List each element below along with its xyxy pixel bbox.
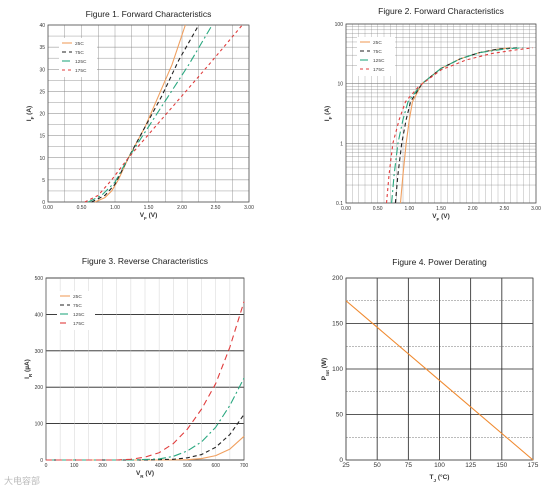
legend-label: 25C (73, 294, 82, 300)
x-tick-label: 600 (212, 463, 221, 469)
fig1-ylabel: IF (A) (26, 106, 35, 121)
x-tick-label: 0.00 (341, 206, 351, 212)
fig2-ylabel: IF (A) (324, 106, 333, 121)
y-tick-label: 0 (339, 457, 343, 464)
x-tick-label: 3.00 (531, 206, 541, 212)
legend-label: 175C (373, 67, 385, 73)
series-line-175C (46, 301, 245, 461)
series-line-125C (46, 377, 245, 461)
y-tick-label: 500 (35, 276, 44, 282)
y-tick-label: 0 (42, 200, 45, 206)
fig2-frame (345, 23, 537, 204)
legend-label: 25C (373, 40, 382, 46)
x-tick-label: 1.50 (436, 206, 446, 212)
series-line-175C (385, 47, 533, 204)
x-tick-label: 2.50 (211, 205, 221, 211)
x-tick-label: 400 (155, 463, 164, 469)
legend-label: 75C (75, 50, 84, 56)
fig3-title: Figure 3. Reverse Characteristics (82, 256, 208, 266)
y-tick-label: 15 (39, 134, 45, 140)
y-tick-label: 100 (35, 422, 44, 428)
fig2-title: Figure 2. Forward Characteristics (378, 6, 504, 16)
y-tick-label: 100 (335, 22, 344, 28)
legend-label: 125C (75, 59, 87, 65)
fig2-xlabel: VF (V) (432, 213, 450, 222)
y-tick-label: 35 (39, 45, 45, 51)
x-tick-label: 125 (465, 462, 476, 469)
fig1-xlabel: VF (V) (140, 212, 158, 221)
y-tick-label: 1 (340, 141, 343, 147)
x-tick-label: 1.00 (404, 206, 414, 212)
x-tick-label: 100 (434, 462, 445, 469)
fig4-frame (345, 277, 534, 461)
series-line-125C (391, 47, 524, 204)
x-tick-label: 2.00 (468, 206, 478, 212)
x-tick-label: 50 (374, 462, 382, 469)
legend-label: 75C (373, 49, 382, 55)
y-tick-label: 400 (35, 312, 44, 318)
y-tick-label: 30 (39, 67, 45, 73)
fig4-xlabel: TJ (°C) (430, 473, 450, 483)
y-tick-label: 200 (332, 275, 343, 282)
series-line-75C (46, 414, 245, 461)
y-tick-label: 300 (35, 349, 44, 355)
x-tick-label: 0.50 (373, 206, 383, 212)
legend-label: 75C (73, 303, 82, 309)
y-tick-label: 20 (39, 112, 45, 118)
y-tick-label: 0 (40, 458, 43, 464)
legend-label: 175C (73, 321, 85, 327)
x-tick-label: 0.00 (43, 205, 53, 211)
y-tick-label: 10 (39, 156, 45, 162)
x-tick-label: 2.00 (177, 205, 187, 211)
y-tick-label: 50 (336, 412, 344, 419)
y-tick-label: 5 (42, 178, 45, 184)
x-tick-label: 2.50 (499, 206, 509, 212)
fig3-xlabel: VR (V) (136, 470, 154, 479)
series-line-75C (394, 47, 518, 204)
legend-box (357, 37, 395, 76)
y-tick-label: 0.1 (336, 201, 343, 207)
x-tick-label: 200 (98, 463, 107, 469)
series-line-derating (345, 300, 534, 461)
legend-label: 125C (73, 312, 85, 318)
x-tick-label: 150 (496, 462, 507, 469)
x-tick-label: 1.00 (110, 205, 120, 211)
legend-label: 175C (75, 68, 87, 74)
watermark: 大电容部 (4, 477, 41, 487)
x-tick-label: 3.00 (244, 205, 254, 211)
legend-label: 25C (75, 41, 84, 47)
x-tick-label: 500 (183, 463, 192, 469)
x-tick-label: 300 (127, 463, 136, 469)
x-tick-label: 0.50 (77, 205, 87, 211)
x-tick-label: 100 (70, 463, 79, 469)
x-tick-label: 75 (405, 462, 413, 469)
series-line-125C (87, 24, 213, 203)
fig1-frame (47, 24, 250, 203)
legend-label: 125C (373, 58, 385, 64)
y-tick-label: 10 (337, 82, 343, 88)
x-tick-label: 1.50 (144, 205, 154, 211)
y-tick-label: 150 (332, 321, 343, 328)
y-tick-label: 40 (39, 23, 45, 29)
y-tick-label: 200 (35, 385, 44, 391)
x-tick-label: 0 (45, 463, 48, 469)
legend-box (59, 38, 97, 77)
fig3-ylabel: IR (µA) (24, 359, 33, 379)
x-tick-label: 175 (528, 462, 539, 469)
x-tick-label: 700 (240, 463, 249, 469)
fig1-title: Figure 1. Forward Characteristics (86, 9, 212, 19)
y-tick-label: 25 (39, 89, 45, 95)
fig4-ylabel: Ptot (W) (321, 358, 330, 380)
x-tick-label: 25 (342, 462, 350, 469)
series-line-75C (91, 24, 200, 203)
y-tick-label: 100 (332, 366, 343, 373)
fig4-title: Figure 4. Power Derating (392, 257, 487, 267)
series-line-175C (84, 24, 243, 203)
